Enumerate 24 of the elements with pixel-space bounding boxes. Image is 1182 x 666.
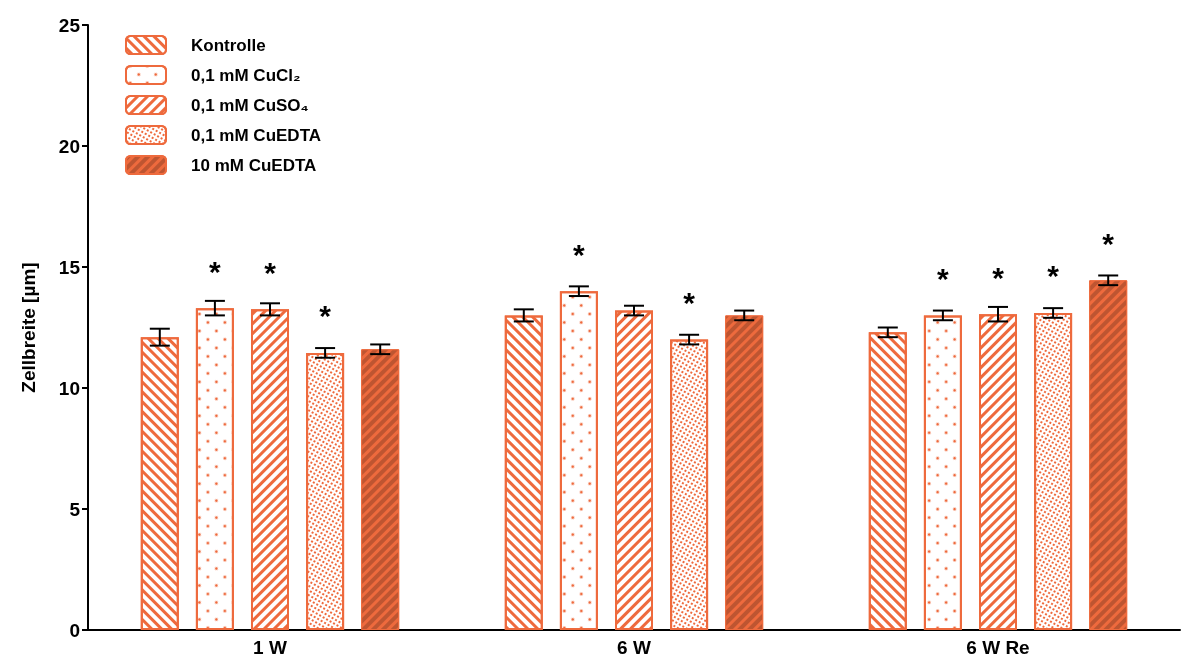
data-label: * bbox=[264, 255, 277, 289]
y-tick-label: 5 bbox=[69, 498, 81, 520]
x-tick-label: 1 W bbox=[253, 637, 287, 658]
data-label: * bbox=[683, 286, 696, 320]
y-tick-label: 20 bbox=[58, 135, 80, 157]
legend-label: 0,1 mM CuEDTA bbox=[191, 125, 322, 145]
x-tick-label: 6 W bbox=[617, 637, 651, 658]
data-label: * bbox=[1102, 226, 1115, 260]
legend-label: 0,1 mM CuSO₄ bbox=[191, 95, 309, 115]
data-label: * bbox=[1047, 259, 1060, 293]
data-label: * bbox=[992, 260, 1005, 294]
data-label: * bbox=[573, 237, 586, 271]
data-label: * bbox=[937, 261, 950, 295]
y-tick-label: 15 bbox=[58, 256, 81, 278]
legend-label: Kontrolle bbox=[191, 35, 266, 55]
x-tick-label: 6 W Re bbox=[966, 637, 1030, 658]
y-tick-label: 10 bbox=[58, 377, 80, 399]
legend-label: 0,1 mM CuCl₂ bbox=[191, 65, 301, 85]
y-axis-title: Zellbreite [µm] bbox=[18, 262, 39, 393]
legend-label: 10 mM CuEDTA bbox=[191, 155, 317, 175]
y-tick-label: 25 bbox=[58, 14, 81, 36]
y-tick-label: 0 bbox=[69, 619, 80, 641]
data-label: * bbox=[319, 299, 332, 333]
data-label: * bbox=[209, 254, 222, 288]
